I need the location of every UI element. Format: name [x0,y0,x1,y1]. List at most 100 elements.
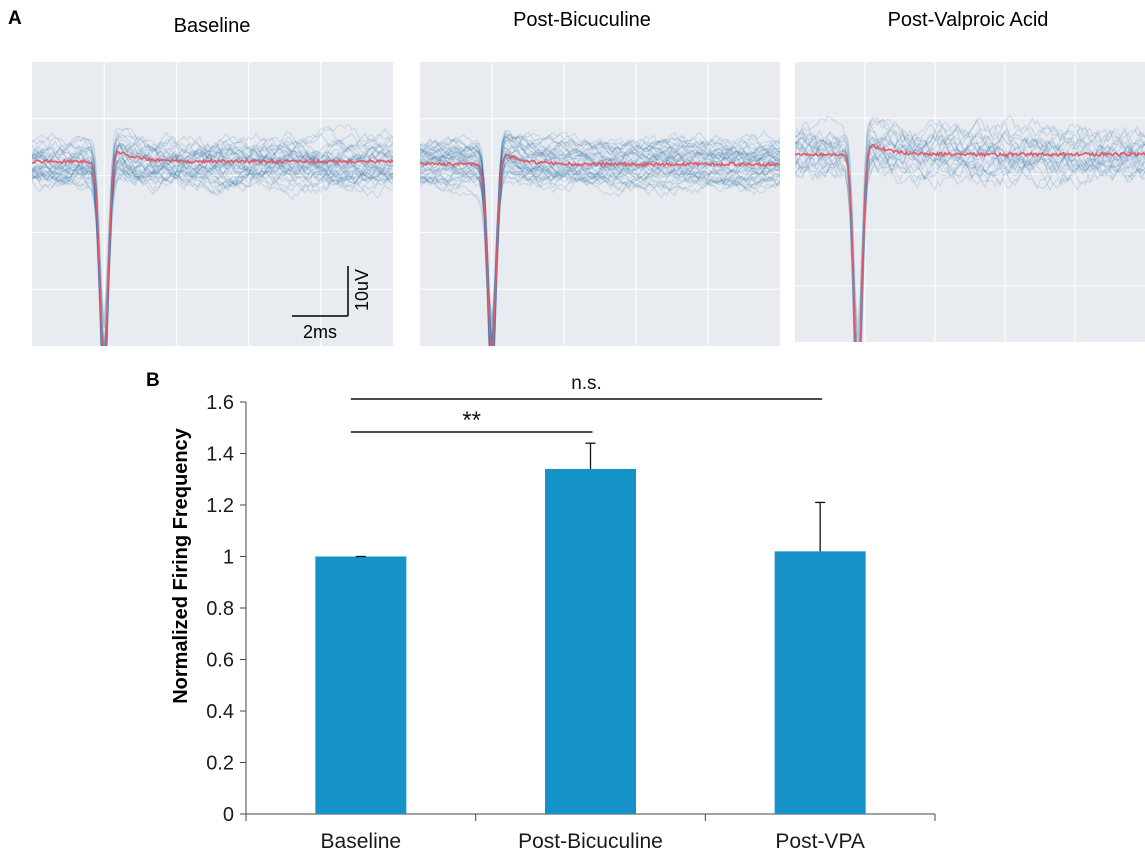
waveform-trace [420,160,780,346]
waveform-trace [420,143,780,346]
waveform-panel-baseline [32,62,393,346]
waveform-trace [32,127,393,330]
waveform-trace [420,149,780,332]
waveform-trace [420,152,780,346]
bar-post-vpa [774,551,866,814]
panel-b-label: B [146,370,160,391]
waveform-trace [32,133,393,346]
waveform-trace [32,144,393,346]
waveform-trace [32,158,393,346]
waveform-background [420,62,780,346]
waveform-trace [32,130,393,346]
y-tick-label: 0.8 [206,598,234,620]
waveform-background [32,62,393,346]
waveform-trace [420,132,780,346]
waveform-trace [420,135,780,346]
waveform-traces [795,114,1145,342]
waveform-trace [420,168,780,346]
waveform-trace [420,134,780,346]
waveform-title-baseline: Baseline [174,15,251,37]
waveform-trace [420,171,780,346]
waveform-trace [420,166,780,346]
y-tick-label: 1 [223,547,234,569]
waveform-trace [420,168,780,346]
waveform-trace [795,115,1145,342]
scale-bar: 2ms 10uV [292,266,372,342]
waveform-trace [420,129,780,346]
waveform-trace [420,151,780,346]
waveform-trace [32,162,393,346]
y-tick-label: 0 [223,804,234,826]
waveform-trace [32,137,393,343]
waveform-trace [32,149,393,346]
waveform-trace [32,143,393,346]
y-axis-title: Normalized Firing Frequency [170,427,192,703]
waveform-trace [420,132,780,346]
waveform-trace [420,132,780,321]
waveform-trace [32,127,393,318]
waveform-trace [420,149,780,346]
waveform-trace [32,170,393,346]
waveform-trace [420,154,780,346]
waveform-trace [795,151,1145,342]
waveform-background [795,62,1145,342]
scale-bar-voltage-label: 10uV [352,269,372,311]
waveform-trace [420,155,780,346]
waveform-trace [795,143,1145,342]
waveform-panel-post-bicuculine [420,62,780,346]
bar-baseline [315,556,407,814]
waveform-trace [795,142,1145,342]
scale-bar-time-label: 2ms [303,322,337,342]
waveform-trace [420,136,780,346]
waveform-trace [32,139,393,346]
waveform-trace [32,136,393,346]
waveform-trace [32,151,393,346]
waveform-title-post-valproic-acid: Post-Valproic Acid [888,9,1049,31]
waveform-trace [32,157,393,346]
waveform-trace [32,163,393,346]
waveform-trace [420,161,780,346]
waveform-trace [32,144,393,346]
waveform-trace [32,156,393,346]
waveform-trace [420,161,780,346]
mean-waveform [32,150,393,346]
waveform-trace [420,133,780,346]
waveform-trace [32,124,393,346]
waveform-trace [420,172,780,346]
waveform-trace [32,142,393,346]
y-tick-label: 0.2 [206,753,234,775]
waveform-trace [420,157,780,342]
y-tick-label: 1.4 [206,444,234,466]
significance-label: ** [462,407,481,434]
waveform-trace [420,148,780,346]
waveform-panel-post-valproic-acid [795,62,1145,342]
waveform-trace [795,119,1145,329]
waveform-trace [420,157,780,346]
waveform-trace [420,152,780,346]
y-tick-label: 0.4 [206,701,234,723]
waveform-trace [795,123,1145,340]
waveform-trace [32,153,393,346]
x-tick-label: Baseline [321,830,402,853]
waveform-trace [420,129,780,320]
waveform-trace [420,154,780,346]
significance-label: n.s. [571,373,602,394]
waveform-trace [32,156,393,346]
waveform-trace [420,150,780,346]
waveform-trace [420,130,780,343]
x-tick-label: Post-VPA [775,830,864,853]
waveform-title-post-bicuculine: Post-Bicuculine [513,9,651,31]
waveform-trace [32,168,393,346]
waveform-trace [32,154,393,346]
y-tick-label: 1.6 [206,392,234,414]
waveform-trace [795,134,1145,342]
waveform-panels [32,62,1145,346]
waveform-trace [795,153,1145,342]
panel-a-label: A [8,8,22,29]
waveform-trace [420,137,780,338]
x-tick-label: Post-Bicuculine [518,830,663,853]
waveform-trace [32,159,393,346]
bar-post-bicuculine [545,468,636,814]
waveform-traces [32,124,393,346]
